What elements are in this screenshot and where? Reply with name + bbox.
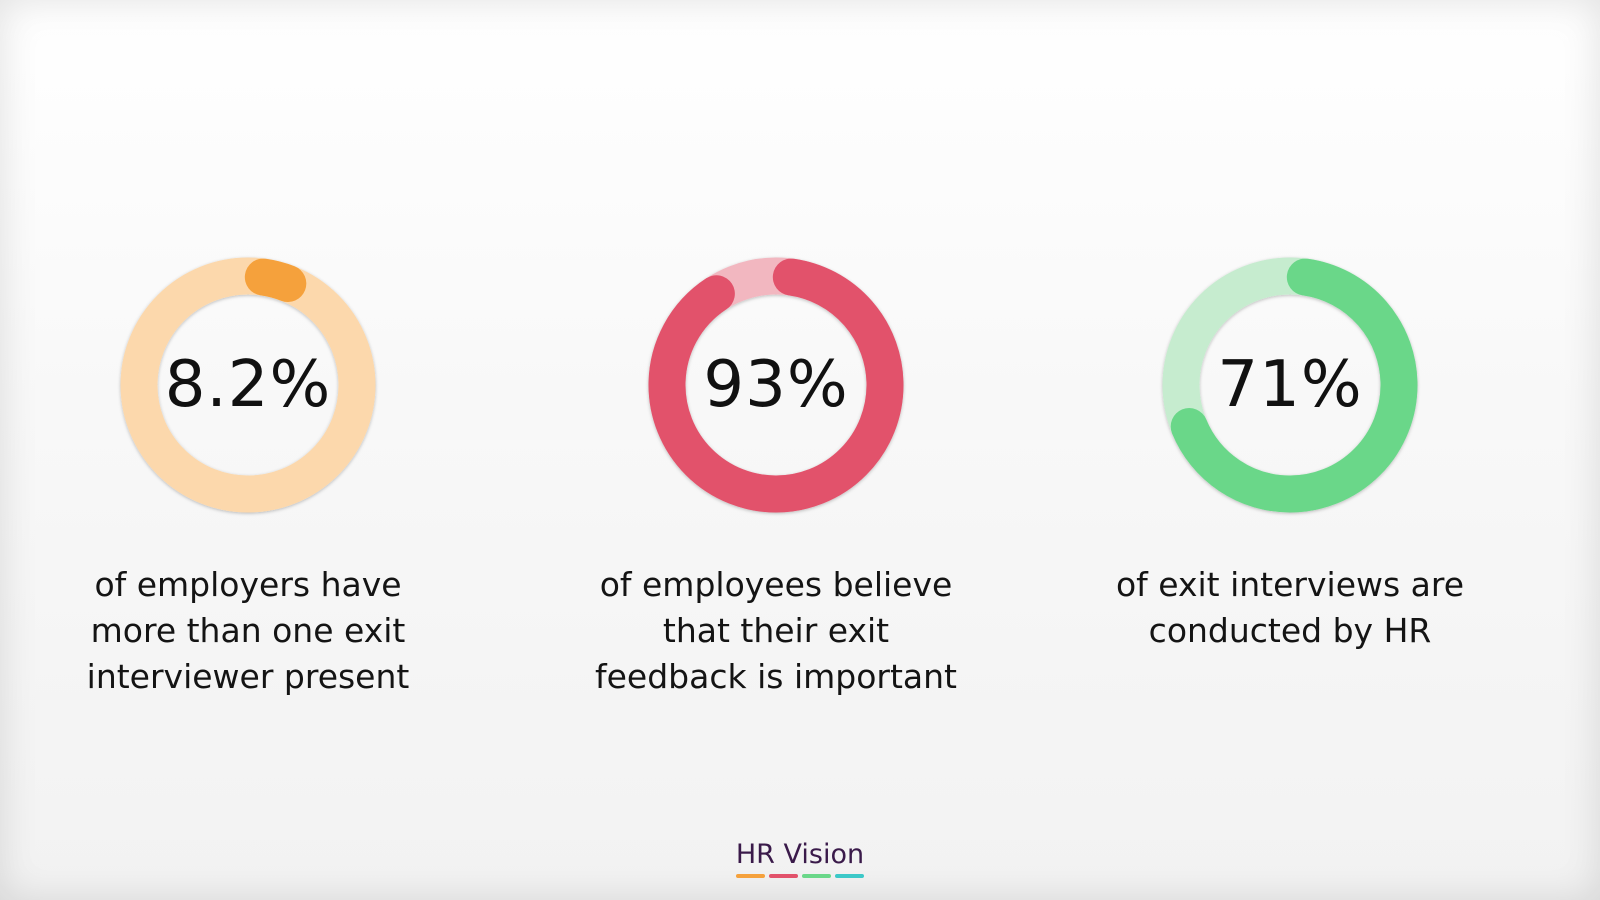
caption-line: conducted by HR [1148,611,1432,650]
stat-value: 93% [703,348,849,422]
caption-line: feedback is important [595,657,957,696]
brand-color-bar [802,874,831,878]
stat-employees: 93% of employees believe that their exit… [566,255,986,725]
brand-name: HR Vision [735,839,865,870]
stat-caption: of employers have more than one exit int… [38,562,458,700]
donut-value-arc [120,257,376,513]
stat-caption: of exit interviews are conducted by HR [1080,562,1500,654]
brand-logo: HR Vision [700,838,900,878]
caption-line: of employees believe [599,565,953,604]
stat-exit-interviews: 71% of exit interviews are conducted by … [1080,255,1500,725]
stat-value: 71% [1217,348,1363,422]
caption-line: of exit interviews are [1115,565,1465,604]
brand-color-bar [736,874,765,878]
brand-color-bar [835,874,864,878]
caption-line: more than one exit [90,611,406,650]
stat-caption: of employees believe that their exit fee… [566,562,986,700]
brand-color-bars [700,874,900,878]
donut-chart [120,257,376,513]
stat-value: 8.2% [164,348,332,422]
donut-value-arc [1162,257,1418,513]
caption-line: of employers have [94,565,402,604]
donut-chart [1162,257,1418,513]
caption-line: interviewer present [86,657,410,696]
caption-line: that their exit [662,611,890,650]
donut-value-arc [648,257,904,513]
brand-color-bar [769,874,798,878]
donut-chart [648,257,904,513]
stat-employers: 8.2% of employers have more than one exi… [38,255,458,725]
